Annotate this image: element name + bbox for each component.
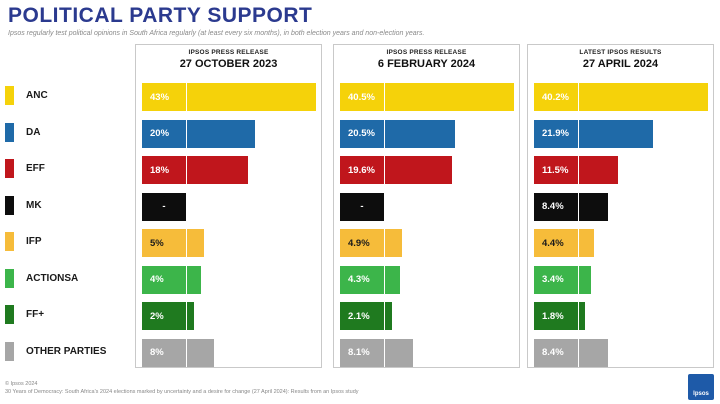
party-swatch-da: [5, 122, 14, 142]
panel-date: 27 APRIL 2024: [582, 58, 659, 70]
data-label-da: 20.5%: [340, 119, 384, 148]
bar-ifp: [385, 229, 402, 257]
panel-2: IPSOS PRESS RELEASE 6 FEBRUARY 2024 40.5% 2…: [333, 44, 520, 368]
data-label-actionsa: 4%: [142, 265, 186, 294]
panel-date: 6 FEBRUARY 2024: [377, 58, 476, 70]
panel-3: LATEST IPSOS RESULTS 27 APRIL 2024 40.2% 21…: [527, 44, 714, 368]
bar-da: [385, 119, 455, 148]
page-subtitle: Ipsos regularly test political opinions …: [8, 30, 425, 37]
bar-other-parties: [187, 338, 215, 367]
party-label-ifp: IFP: [26, 236, 42, 247]
bar-other-parties: [579, 338, 608, 367]
bar-eff: [187, 156, 249, 184]
data-label-eff: 18%: [142, 156, 186, 184]
party-label-anc: ANC: [26, 90, 48, 101]
bar-anc: [579, 83, 708, 111]
panel-date: 27 OCTOBER 2023: [179, 58, 278, 70]
data-label-actionsa: 3.4%: [534, 265, 578, 294]
bar-ifp: [187, 229, 204, 257]
bar-other-parties: [385, 338, 413, 367]
bar-eff: [579, 156, 619, 184]
party-swatch-anc: [5, 86, 14, 105]
data-label-anc: 43%: [142, 83, 186, 111]
bar-ff: [385, 302, 393, 330]
bar-actionsa: [187, 265, 201, 294]
bar-ff: [579, 302, 586, 330]
data-label-anc: 40.2%: [534, 83, 578, 111]
data-label-other-parties: 8%: [142, 338, 186, 367]
bar-ifp: [579, 229, 594, 257]
data-label-other-parties: 8.4%: [534, 338, 578, 367]
page-title: POLITICAL PARTY SUPPORT: [8, 4, 313, 27]
party-swatch-ifp: [5, 232, 14, 251]
panel-kicker: IPSOS PRESS RELEASE: [188, 49, 269, 56]
data-label-ff: 2%: [142, 302, 186, 330]
bar-ff: [187, 302, 194, 330]
bar-actionsa: [385, 265, 400, 294]
party-label-other-parties: OTHER PARTIES: [26, 345, 107, 357]
bar-actionsa: [579, 265, 591, 294]
data-label-actionsa: 4.3%: [340, 265, 384, 294]
party-label-da: DA: [26, 126, 41, 138]
party-swatch-actionsa: [5, 268, 14, 288]
bar-anc: [385, 83, 514, 111]
party-label-actionsa: ACTIONSA: [26, 272, 79, 284]
data-label-mk: -: [340, 192, 384, 221]
party-label-ff: FF+: [26, 309, 45, 320]
footer-source: 30 Years of Democracy: South Africa's 20…: [5, 389, 359, 395]
party-label-mk: MK: [26, 199, 42, 211]
panel-kicker: IPSOS PRESS RELEASE: [386, 49, 467, 56]
footer-copyright: © Ipsos 2024: [5, 381, 38, 387]
panel-header: IPSOS PRESS RELEASE 6 FEBRUARY 2024: [334, 49, 519, 70]
ipsos-logo: Ipsos: [688, 374, 714, 400]
bar-anc: [187, 83, 316, 111]
data-label-other-parties: 8.1%: [340, 338, 384, 367]
panel-header: IPSOS PRESS RELEASE 27 OCTOBER 2023: [136, 49, 321, 70]
data-label-ff: 1.8%: [534, 302, 578, 330]
data-label-mk: -: [142, 192, 186, 221]
party-swatch-eff: [5, 159, 14, 178]
data-label-da: 20%: [142, 119, 186, 148]
bar-da: [579, 119, 654, 148]
bar-da: [187, 119, 255, 148]
panel-header: LATEST IPSOS RESULTS 27 APRIL 2024: [528, 49, 713, 70]
data-label-ifp: 5%: [142, 229, 186, 257]
party-swatch-other-parties: [5, 341, 14, 361]
data-label-ff: 2.1%: [340, 302, 384, 330]
party-label-eff: EFF: [26, 163, 45, 174]
panel-1: IPSOS PRESS RELEASE 27 OCTOBER 2023 43% 20%…: [135, 44, 322, 368]
bar-mk: [579, 192, 608, 221]
data-label-ifp: 4.9%: [340, 229, 384, 257]
data-label-da: 21.9%: [534, 119, 578, 148]
data-label-anc: 40.5%: [340, 83, 384, 111]
data-label-ifp: 4.4%: [534, 229, 578, 257]
party-swatch-mk: [5, 195, 14, 215]
ipsos-logo-text: Ipsos: [693, 391, 709, 397]
data-label-mk: 8.4%: [534, 192, 578, 221]
panel-kicker: LATEST IPSOS RESULTS: [579, 49, 662, 56]
data-label-eff: 11.5%: [534, 156, 578, 184]
bar-eff: [385, 156, 452, 184]
data-label-eff: 19.6%: [340, 156, 384, 184]
party-swatch-ff: [5, 305, 14, 324]
